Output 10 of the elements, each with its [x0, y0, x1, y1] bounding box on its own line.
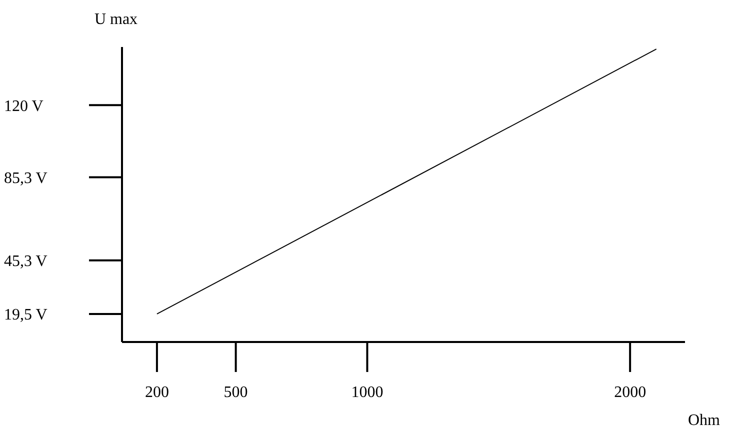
- x-tick-label: 1000: [351, 384, 384, 401]
- x-tick-label: 200: [144, 384, 169, 401]
- y-tick-label: 85,3 V: [4, 170, 48, 187]
- y-tick-label: 45,3 V: [4, 252, 48, 270]
- y-tick-label: 19,5 V: [4, 306, 48, 324]
- x-axis-title: Ohm: [688, 412, 721, 429]
- y-tick-label: 120 V: [4, 98, 44, 115]
- y-axis-title: U max: [94, 11, 138, 28]
- x-tick-label: 2000: [614, 384, 646, 401]
- x-tick-label: 500: [224, 384, 248, 401]
